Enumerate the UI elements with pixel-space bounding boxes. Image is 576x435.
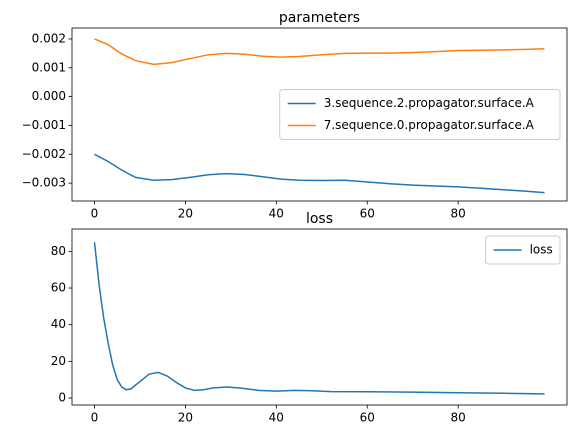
y-tick-label: −0.001 (22, 118, 66, 132)
legend: loss (485, 235, 561, 265)
chart-title: loss (306, 211, 333, 227)
y-tick-label: −0.003 (22, 176, 66, 190)
x-tick-label: 80 (450, 207, 465, 221)
y-tick-label: 80 (51, 244, 66, 258)
line-series (94, 153, 545, 194)
axes-frame (71, 27, 568, 202)
y-tick-label: 0.002 (32, 31, 66, 45)
y-tick-label: 60 (51, 281, 66, 295)
x-tick-label: 0 (91, 207, 99, 221)
x-tick-label: 20 (178, 207, 193, 221)
y-tick-label: 0.000 (32, 89, 66, 103)
x-tick-label: 40 (269, 207, 284, 221)
line-series (93, 242, 545, 395)
legend: 3.sequence.2.propagator.surface.A 7.seque… (279, 89, 561, 140)
y-tick-label: 0.001 (32, 60, 66, 74)
axes-frame (71, 228, 568, 406)
y-tick-label: 20 (51, 354, 66, 368)
chart-title: parameters (279, 10, 360, 26)
y-tick-label: 0 (58, 391, 66, 405)
legend-label: 7.sequence.0.propagator.surface.A (324, 118, 535, 132)
x-tick-label: 20 (178, 411, 193, 425)
x-tick-label: 80 (450, 411, 465, 425)
line-series (94, 38, 545, 66)
legend-box (485, 235, 561, 265)
legend-label: loss (530, 243, 553, 257)
x-tick-label: 60 (360, 411, 375, 425)
y-tick-label: 40 (51, 317, 66, 331)
x-tick-label: 40 (269, 411, 284, 425)
y-tick-label: −0.002 (22, 147, 66, 161)
x-tick-label: 0 (91, 411, 99, 425)
legend-box (279, 89, 561, 140)
x-tick-label: 60 (360, 207, 375, 221)
legend-label: 3.sequence.2.propagator.surface.A (324, 96, 535, 110)
